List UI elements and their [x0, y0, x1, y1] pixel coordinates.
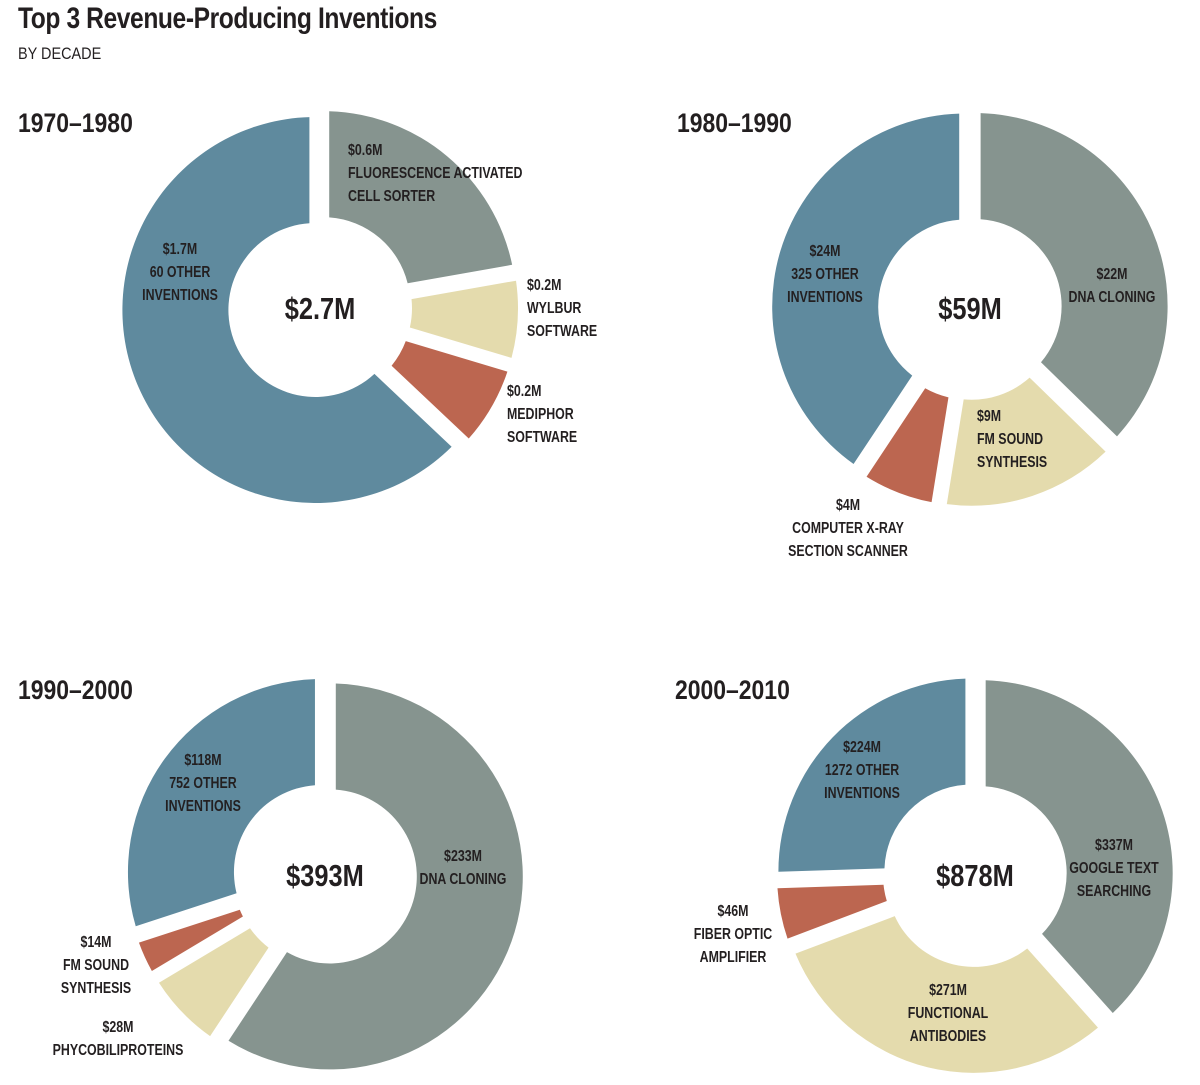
donut-1990-2000: 1990–2000 $393M $233M DNA CLONING $28M PHYCOB… [18, 675, 523, 1070]
donut-1980-1990: 1980–1990 $59M $22M DNA CLONING $9M FM SOUND S… [677, 108, 1168, 559]
center-total: $2.7M [285, 292, 356, 327]
chart-subtitle: BY DECADE [18, 44, 102, 63]
slice-label-functional-antibodies: $271M FUNCTIONAL ANTIBODIES [908, 981, 989, 1045]
slice-fluorescence-activated-cell-sorter [329, 111, 513, 284]
slice-wylbur-software [409, 280, 518, 358]
slice-label-60-other-inventions: $1.7M 60 OTHER INVENTIONS [142, 240, 218, 304]
slice-label-fm-sound-synthesis: $9M FM SOUND SYNTHESIS [977, 407, 1047, 471]
slice-label-phycobiliproteins: $28M PHYCOBILIPROTEINS [53, 1018, 184, 1059]
slice-phycobiliproteins [158, 928, 269, 1037]
slice-label-1272-other-inventions: $224M 1272 OTHER INVENTIONS [824, 738, 900, 802]
center-total: $393M [286, 859, 364, 894]
slice-fm-sound-synthesis [138, 909, 243, 972]
decade-label: 1990–2000 [18, 675, 133, 705]
decade-label: 1980–1990 [677, 108, 792, 138]
donut-1970-1980: 1970–1980 $2.7M $0.6M FLUORESCENCE ACTIVATE… [18, 108, 597, 503]
slice-computer-x-ray-section-scanner [866, 388, 949, 503]
slice-1272-other-inventions [778, 678, 966, 872]
slice-label-325-other-inventions: $24M 325 OTHER INVENTIONS [787, 242, 863, 306]
slice-fiber-optic-amplifier [777, 884, 887, 939]
center-total: $59M [938, 292, 1002, 327]
slice-fm-sound-synthesis [946, 377, 1106, 506]
slice-google-text-searching [985, 680, 1173, 1013]
slice-325-other-inventions [772, 113, 960, 464]
decade-label: 1970–1980 [18, 108, 133, 138]
slice-label-fm-sound-synthesis: $14M FM SOUND SYNTHESIS [61, 933, 131, 997]
slice-mediphor-software [391, 341, 508, 439]
donut-2000-2010: 2000–2010 $878M $337M GOOGLE TEXT SEARCHING $… [675, 675, 1173, 1073]
slice-label-wylbur-software: $0.2M WYLBUR SOFTWARE [527, 276, 597, 340]
slice-752-other-inventions [127, 679, 315, 927]
slice-dna-cloning [228, 683, 523, 1070]
slice-label-mediphor-software: $0.2M MEDIPHOR SOFTWARE [507, 382, 577, 446]
slice-label-dna-cloning: $233M DNA CLONING [420, 847, 507, 888]
slice-60-other-inventions [122, 117, 452, 503]
decade-label: 2000–2010 [675, 675, 790, 705]
slice-label-fiber-optic-amplifier: $46M FIBER OPTIC AMPLIFIER [694, 902, 772, 966]
slice-label-computer-x-ray-section-scanner: $4M COMPUTER X-RAY SECTION SCANNER [788, 496, 908, 560]
slice-label-752-other-inventions: $118M 752 OTHER INVENTIONS [165, 751, 241, 815]
slice-label-google-text-searching: $337M GOOGLE TEXT SEARCHING [1069, 836, 1159, 900]
slice-dna-cloning [980, 113, 1168, 437]
slice-functional-antibodies [795, 916, 1098, 1073]
chart-title: Top 3 Revenue-Producing Inventions [18, 2, 437, 35]
slice-label-fluorescence-activated-cell-sorter: $0.6M FLUORESCENCE ACTIVATED CELL SORTER [348, 141, 523, 205]
slice-label-dna-cloning: $22M DNA CLONING [1069, 265, 1156, 306]
center-total: $878M [936, 859, 1014, 894]
